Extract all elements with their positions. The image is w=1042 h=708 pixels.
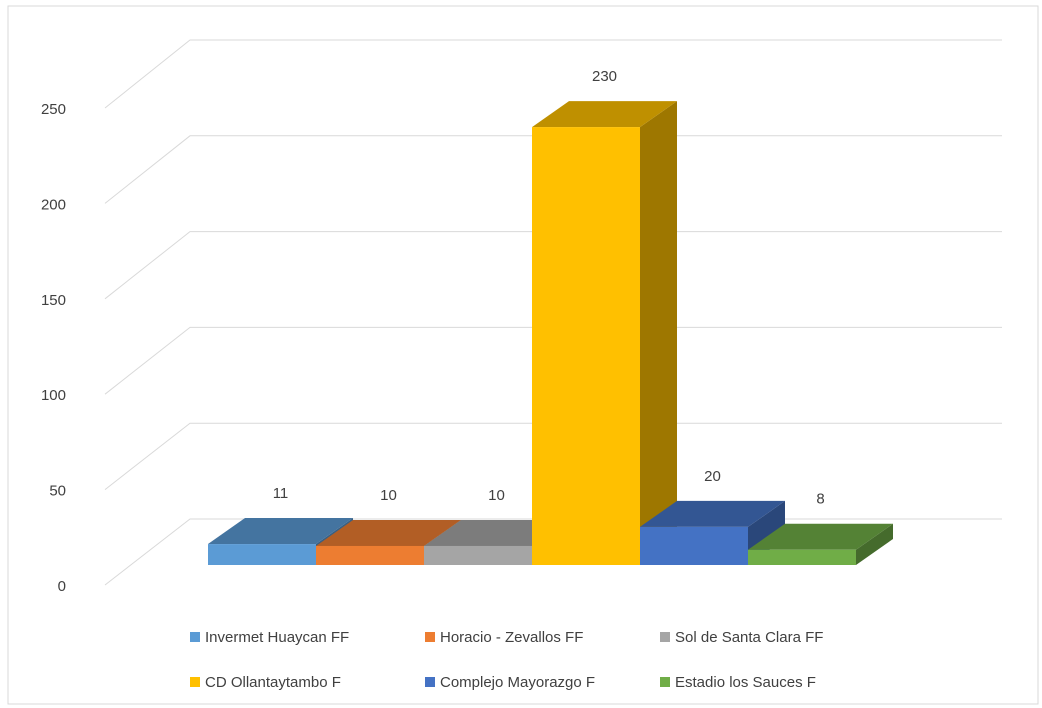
bar-side bbox=[856, 523, 893, 565]
legend-label: Sol de Santa Clara FF bbox=[675, 629, 823, 646]
grid-line bbox=[104, 39, 1002, 109]
data-label: 20 bbox=[704, 468, 721, 485]
y-tick-label: 150 bbox=[41, 292, 66, 309]
legend-label: Horacio - Zevallos FF bbox=[440, 629, 583, 646]
bar bbox=[208, 544, 316, 565]
y-tick-label: 50 bbox=[49, 483, 66, 500]
data-label: 10 bbox=[380, 487, 397, 504]
grid-line bbox=[104, 422, 1002, 490]
data-label: 10 bbox=[488, 487, 505, 504]
legend-swatch bbox=[660, 677, 670, 687]
bar-top bbox=[208, 518, 353, 545]
y-tick-label: 100 bbox=[41, 387, 66, 404]
chart-frame bbox=[7, 5, 1039, 705]
bar bbox=[748, 549, 856, 565]
grid-line bbox=[104, 326, 1002, 395]
bar bbox=[640, 526, 748, 565]
legend-label: Estadio los Sauces F bbox=[675, 674, 816, 691]
legend-label: Complejo Mayorazgo F bbox=[440, 674, 595, 691]
bar-top bbox=[532, 101, 677, 128]
legend-swatch bbox=[425, 677, 435, 687]
y-tick-label: 0 bbox=[58, 578, 66, 595]
bar-side bbox=[640, 101, 677, 565]
bar bbox=[532, 127, 640, 565]
legend-swatch bbox=[190, 632, 200, 642]
data-label: 11 bbox=[273, 485, 289, 502]
bar-top bbox=[748, 523, 893, 550]
data-label: 230 bbox=[592, 68, 617, 85]
data-label: 8 bbox=[816, 491, 824, 508]
grid-line bbox=[104, 231, 1002, 300]
legend-swatch bbox=[425, 632, 435, 642]
legend-swatch bbox=[660, 632, 670, 642]
bar bbox=[316, 545, 424, 565]
y-tick-label: 250 bbox=[41, 101, 66, 118]
grid-line bbox=[104, 135, 1002, 204]
bar-top bbox=[316, 519, 461, 546]
legend-swatch bbox=[190, 677, 200, 687]
y-tick-label: 200 bbox=[41, 196, 66, 213]
bar-top bbox=[640, 500, 785, 527]
legend-label: CD Ollantaytambo F bbox=[205, 674, 341, 691]
bar bbox=[424, 545, 532, 565]
legend-label: Invermet Huaycan FF bbox=[205, 629, 349, 646]
